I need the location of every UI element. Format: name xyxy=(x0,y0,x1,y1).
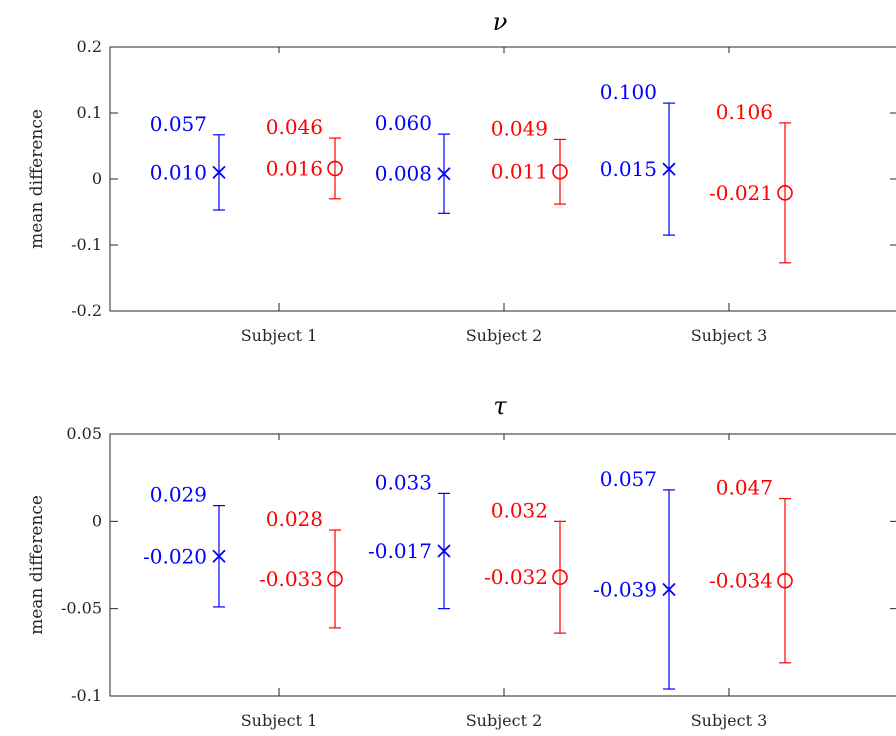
value-label: 0.008 xyxy=(375,162,432,186)
x-tick-label: Subject 1 xyxy=(241,326,318,345)
upper-label: 0.028 xyxy=(266,507,323,531)
y-axis-label: mean difference xyxy=(27,109,47,249)
axes-frame xyxy=(109,433,896,697)
y-tick-label: 0 xyxy=(92,169,102,188)
panel-title: ν xyxy=(493,8,508,36)
y-tick-label: 0.1 xyxy=(77,103,102,122)
y-tick-label: -0.2 xyxy=(71,301,102,320)
upper-label: 0.106 xyxy=(716,100,773,124)
marker-circle xyxy=(777,572,793,589)
panel-2: τ 0.05 0 -0.05 -0.1 Subject 1 Subject 2 Subject… xyxy=(27,392,896,730)
marker-circle xyxy=(327,160,343,177)
value-label: -0.020 xyxy=(143,544,207,568)
x-tick-label: Subject 2 xyxy=(466,711,543,730)
y-tick-label: 0 xyxy=(92,511,102,530)
value-label: 0.015 xyxy=(600,157,657,181)
upper-label: 0.032 xyxy=(491,498,548,522)
value-label: 0.011 xyxy=(491,160,548,184)
marker-circle xyxy=(552,163,568,180)
marker-x xyxy=(662,582,676,597)
value-label: -0.034 xyxy=(709,569,773,593)
value-label: -0.017 xyxy=(368,539,432,563)
value-label: 0.010 xyxy=(150,160,207,184)
y-tick-label: -0.1 xyxy=(71,686,102,705)
x-tick-label: Subject 1 xyxy=(241,711,318,730)
upper-label: 0.046 xyxy=(266,115,323,139)
y-tick-label: 0.2 xyxy=(77,37,102,56)
upper-label: 0.057 xyxy=(600,467,657,491)
panel-title: τ xyxy=(493,392,507,420)
value-label: -0.021 xyxy=(709,181,773,205)
y-tick-label: -0.1 xyxy=(71,235,102,254)
y-axis-label: mean difference xyxy=(27,495,47,635)
y-tick-label: 0.05 xyxy=(66,424,102,443)
upper-label: 0.029 xyxy=(150,483,207,507)
y-tick-label: -0.05 xyxy=(61,599,102,618)
upper-label: 0.033 xyxy=(375,470,432,494)
marker-x xyxy=(437,167,451,181)
value-label: -0.032 xyxy=(484,565,548,589)
marker-x xyxy=(212,549,226,563)
x-tick-label: Subject 3 xyxy=(691,711,768,730)
value-label: -0.033 xyxy=(259,567,323,591)
marker-x xyxy=(212,165,226,180)
upper-label: 0.100 xyxy=(600,80,657,104)
marker-circle xyxy=(327,571,343,587)
marker-circle xyxy=(777,185,793,201)
value-label: -0.039 xyxy=(593,577,657,601)
upper-label: 0.057 xyxy=(150,112,207,136)
x-tick-label: Subject 3 xyxy=(691,326,768,345)
x-tick-label: Subject 2 xyxy=(466,326,543,345)
panel-1: ν 0.2 0.1 0 -0.1 -0.2 Subject 1 Subject 2 Subjec… xyxy=(27,8,896,345)
upper-label: 0.049 xyxy=(491,116,548,140)
value-label: 0.016 xyxy=(266,156,323,180)
marker-x xyxy=(662,162,676,176)
upper-label: 0.060 xyxy=(375,111,432,135)
upper-label: 0.047 xyxy=(716,476,773,500)
marker-x xyxy=(437,544,451,558)
marker-circle xyxy=(552,569,568,586)
